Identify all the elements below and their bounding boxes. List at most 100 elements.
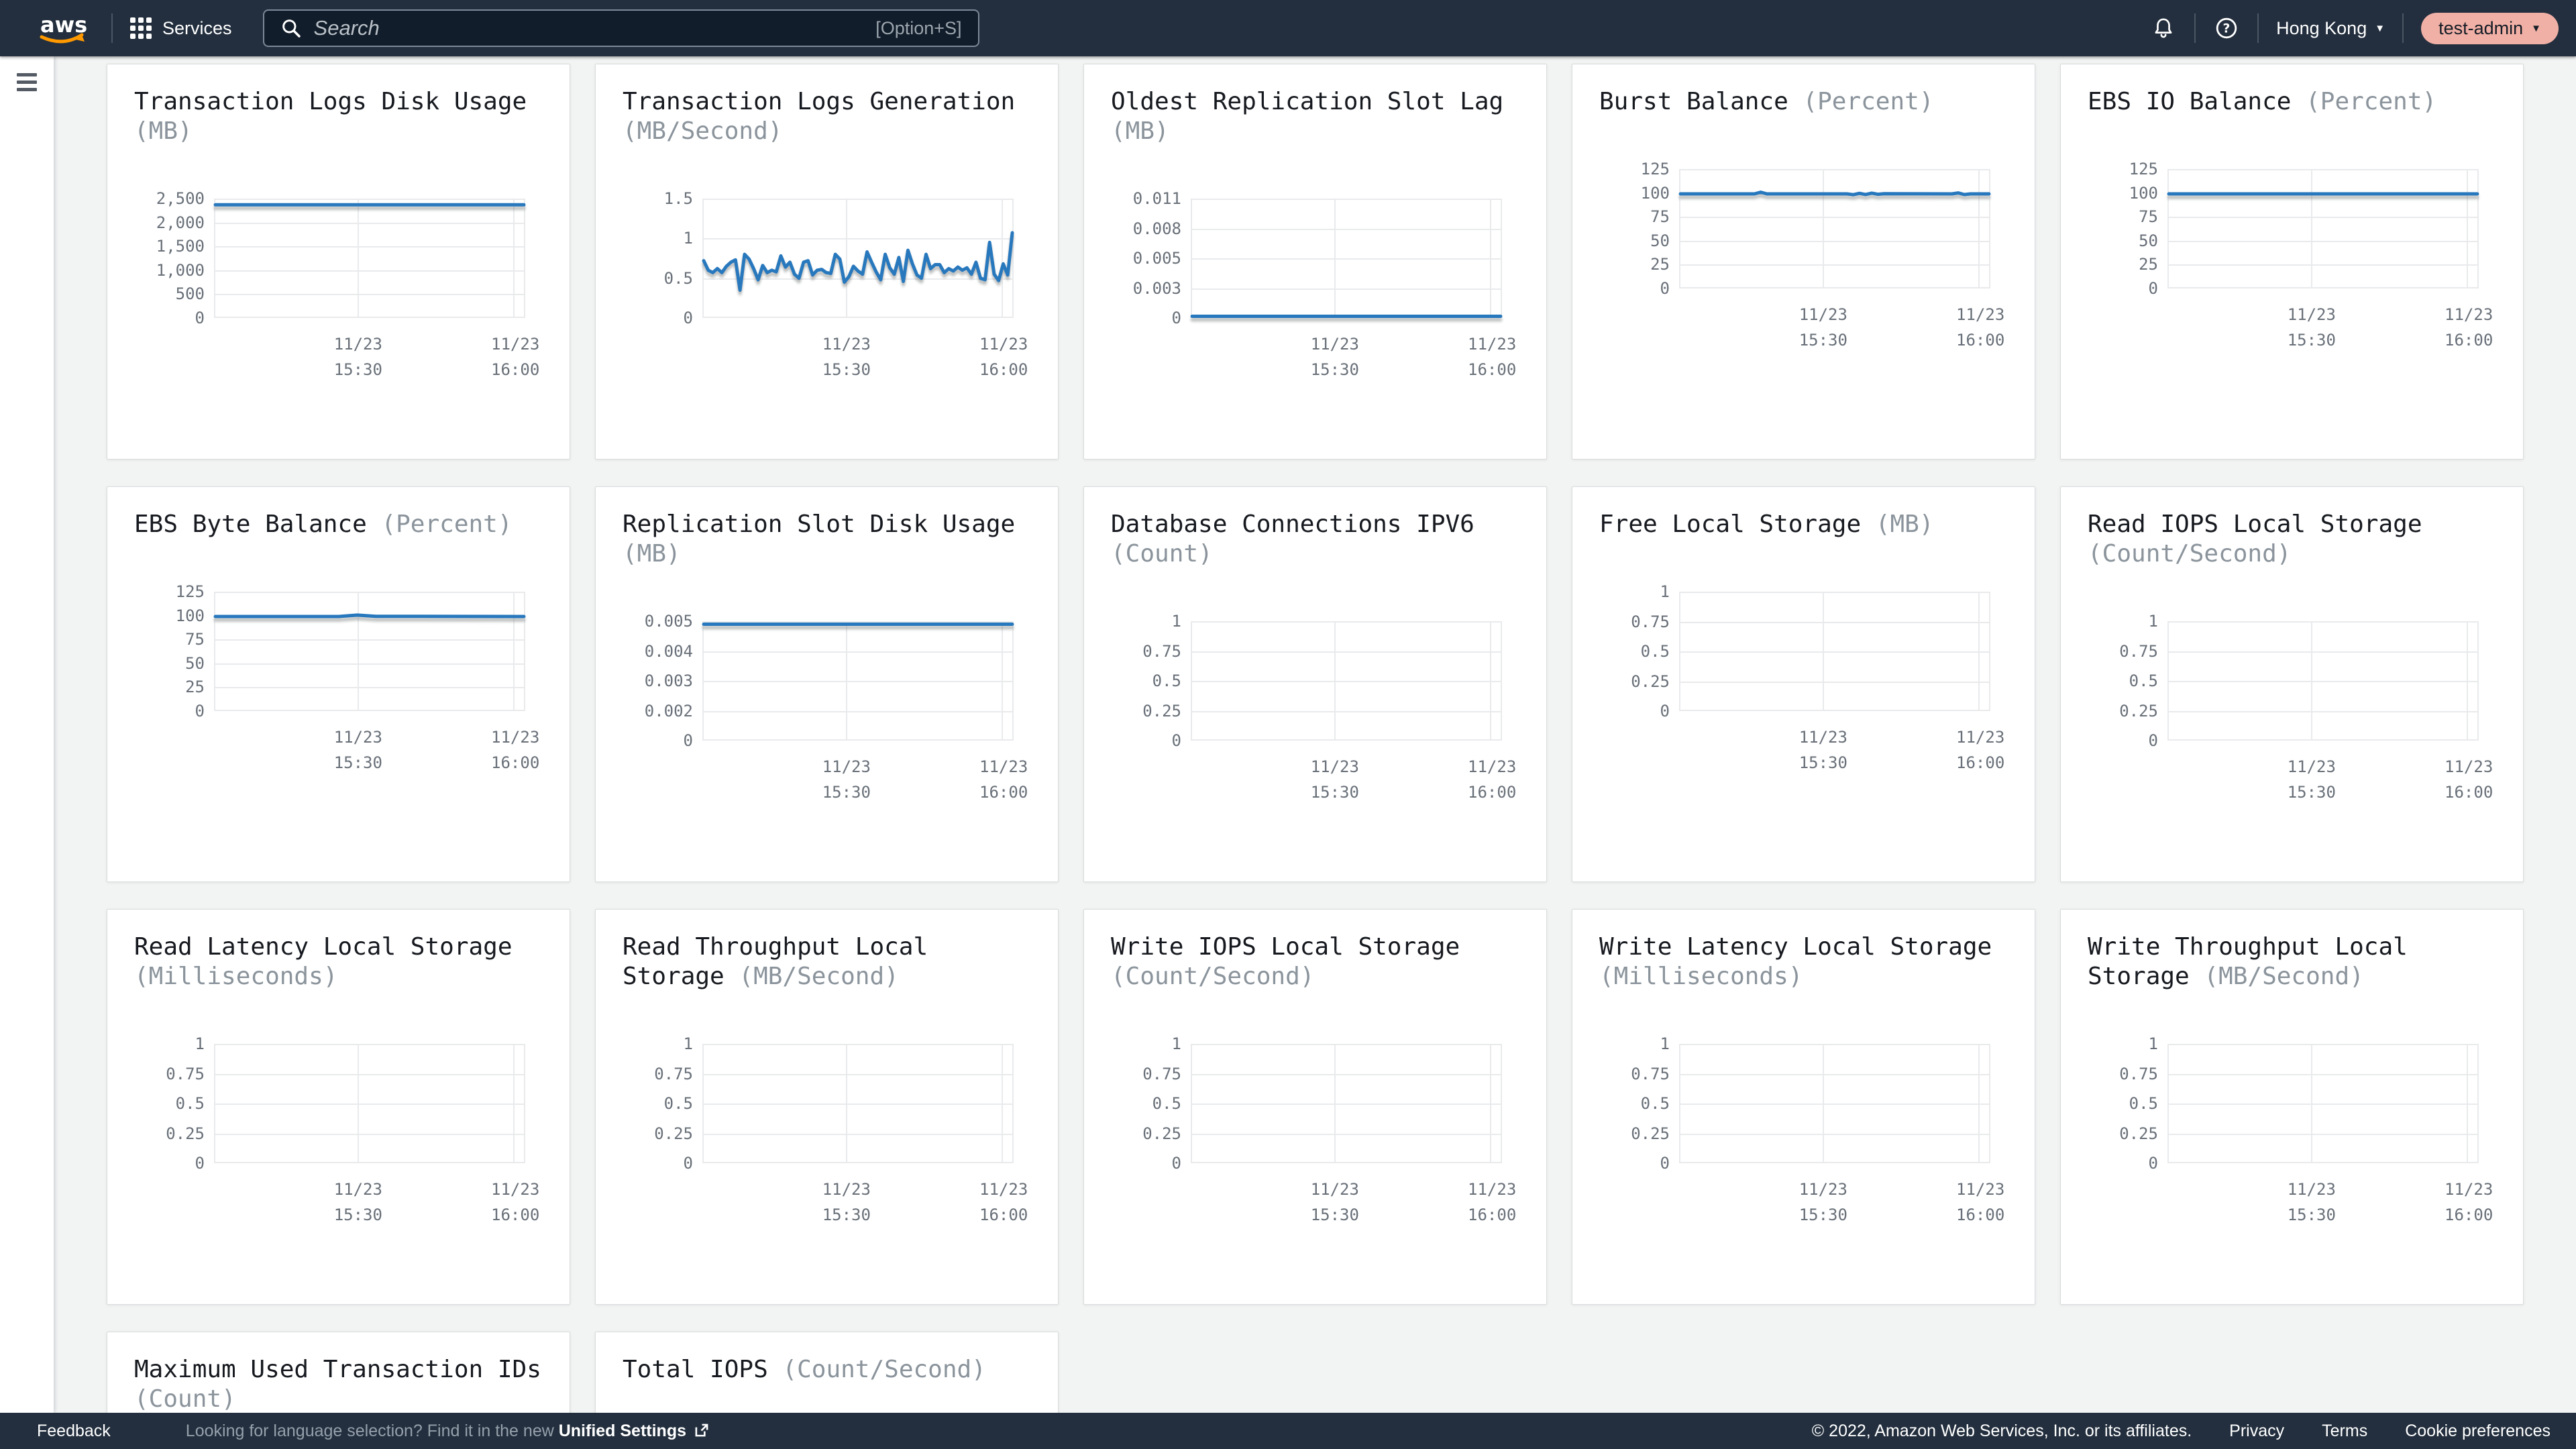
metric-card[interactable]: EBS IO Balance (Percent) 125 100 75 50 25 0 11/… <box>2060 64 2524 460</box>
metric-unit: (Milliseconds) <box>134 963 338 990</box>
y-tick-label: 0.008 <box>1132 219 1181 238</box>
metric-unit: (MB) <box>623 540 681 568</box>
chart: 0.011 0.008 0.005 0.003 0 11/23 15:30 11/23 16:0… <box>1111 189 1519 385</box>
notifications-button[interactable] <box>2150 15 2177 42</box>
x-tick-label: 11/23 16:00 <box>1956 1180 2005 1224</box>
x-tick-label: 11/23 15:30 <box>1799 728 1847 772</box>
x-tick-label: 11/23 16:00 <box>2445 1180 2493 1224</box>
feedback-link[interactable]: Feedback <box>37 1421 111 1440</box>
metric-card[interactable]: Read IOPS Local Storage (Count/Second) 1 0… <box>2060 486 2524 882</box>
metric-title: Write IOPS Local Storage (Count/Second) <box>1111 933 1460 990</box>
metric-card[interactable]: Maximum Used Transaction IDs (Count) <box>107 1332 570 1413</box>
metric-card[interactable]: EBS Byte Balance (Percent) 125 100 75 50 25 0 1… <box>107 486 570 882</box>
y-tick-label: 1 <box>2148 612 2158 631</box>
chart: 1 0.75 0.5 0.25 0 11/23 15:30 11/23 16:00 <box>1111 1034 1519 1230</box>
x-tick-label: 11/23 16:00 <box>1468 757 1517 802</box>
y-tick-label: 2,500 <box>156 189 205 208</box>
y-tick-label: 0.004 <box>644 641 693 661</box>
y-axis-labels: 1.5 1 0.5 0 <box>623 189 693 327</box>
unified-settings-link[interactable]: Unified Settings <box>558 1421 687 1440</box>
metric-unit: (Count/Second) <box>767 1356 986 1383</box>
y-tick-label: 0 <box>1171 731 1181 750</box>
chart: 1 0.75 0.5 0.25 0 11/23 15:30 11/23 16:00 <box>623 1034 1031 1230</box>
metric-card[interactable]: Oldest Replication Slot Lag (MB) 0.011 0.0… <box>1083 64 1547 460</box>
y-tick-label: 0.5 <box>1152 672 1181 690</box>
x-tick-label: 11/23 16:00 <box>491 335 540 379</box>
services-menu-button[interactable]: Services <box>130 17 232 39</box>
x-tick-label: 11/23 16:00 <box>1468 1180 1517 1224</box>
metric-unit: (Percent) <box>1788 88 1934 115</box>
metric-title: Burst Balance (Percent) <box>1599 88 1934 115</box>
metric-card[interactable]: Read Throughput Local Storage (MB/Second… <box>595 909 1059 1305</box>
y-tick-label: 100 <box>2129 183 2158 203</box>
y-tick-label: 0.25 <box>166 1124 205 1143</box>
x-tick-label: 11/23 16:00 <box>979 1180 1028 1224</box>
region-selector[interactable]: Hong Kong ▼ <box>2276 18 2385 39</box>
y-tick-label: 1,000 <box>156 260 205 280</box>
x-tick-label: 11/23 16:00 <box>979 335 1028 379</box>
bell-icon <box>2155 18 2172 38</box>
y-tick-label: 0.75 <box>166 1064 205 1083</box>
metric-title: EBS IO Balance (Percent) <box>2088 88 2437 115</box>
y-tick-label: 0 <box>195 1154 205 1173</box>
y-tick-label: 0 <box>195 702 205 720</box>
question-circle-icon: ? <box>2216 17 2237 39</box>
chart: 125 100 75 50 25 0 11/23 15:30 11/23 16:00 <box>2088 160 2496 356</box>
y-tick-label: 1 <box>1660 582 1670 601</box>
metrics-panel: Transaction Logs Disk Usage (MB) 2,500 2,0… <box>54 56 2576 1413</box>
y-axis-labels: 2,500 2,000 1,500 1,000 500 0 <box>134 189 205 327</box>
plot-area <box>1191 1044 1502 1163</box>
metric-card[interactable]: Free Local Storage (MB) 1 0.75 0.5 0.25 0 11/2… <box>1572 486 2035 882</box>
svg-text:aws: aws <box>40 12 87 38</box>
metric-unit: (MB/Second) <box>623 117 783 145</box>
metric-unit: (Count/Second) <box>1111 963 1315 990</box>
metric-unit: (Count) <box>134 1385 236 1413</box>
y-tick-label: 0 <box>1660 279 1670 298</box>
plot-area <box>702 1044 1014 1163</box>
y-tick-label: 0.25 <box>654 1124 693 1143</box>
nav-divider <box>2194 13 2196 43</box>
chart: 1 0.75 0.5 0.25 0 11/23 15:30 11/23 16:00 <box>134 1034 543 1230</box>
chart: 2,500 2,000 1,500 1,000 500 0 11/23 15:30 11/23 1… <box>134 189 543 385</box>
x-tick-label: 11/23 16:00 <box>491 1180 540 1224</box>
metric-card[interactable]: Read Latency Local Storage (Milliseconds… <box>107 909 570 1305</box>
y-tick-label: 0.003 <box>644 672 693 690</box>
help-button[interactable]: ? <box>2213 15 2240 42</box>
chart: 1 0.75 0.5 0.25 0 11/23 15:30 11/23 16:00 <box>1599 582 2008 778</box>
chart: 1 0.75 0.5 0.25 0 11/23 15:30 11/23 16:00 <box>1599 1034 2008 1230</box>
metric-card[interactable]: Transaction Logs Disk Usage (MB) 2,500 2,0… <box>107 64 570 460</box>
metric-card[interactable]: Replication Slot Disk Usage (MB) 0.005 0.0… <box>595 486 1059 882</box>
privacy-link[interactable]: Privacy <box>2229 1421 2285 1440</box>
chart: 1 0.75 0.5 0.25 0 11/23 15:30 11/23 16:00 <box>2088 612 2496 808</box>
plot-area <box>2167 169 2479 288</box>
x-tick-label: 11/23 16:00 <box>2445 757 2493 802</box>
y-tick-label: 75 <box>2139 207 2158 227</box>
metric-card[interactable]: Total IOPS (Count/Second) <box>595 1332 1059 1413</box>
y-tick-label: 0.5 <box>175 1094 205 1113</box>
plot-area <box>1679 592 1990 711</box>
cookie-preferences-link[interactable]: Cookie preferences <box>2405 1421 2551 1440</box>
account-menu-button[interactable]: test-admin ▼ <box>2421 12 2559 44</box>
plot-area <box>2167 621 2479 741</box>
aws-logo[interactable]: aws <box>36 9 94 47</box>
x-tick-label: 11/23 15:30 <box>333 728 382 772</box>
metric-title: Write Throughput Local Storage (MB/Secon… <box>2088 933 2408 990</box>
metric-card[interactable]: Write Throughput Local Storage (MB/Secon… <box>2060 909 2524 1305</box>
metric-card[interactable]: Burst Balance (Percent) 125 100 75 50 25 0 11/2… <box>1572 64 2035 460</box>
y-tick-label: 0.25 <box>1631 1124 1670 1143</box>
y-axis-labels: 1 0.75 0.5 0.25 0 <box>1111 1034 1181 1173</box>
terms-link[interactable]: Terms <box>2322 1421 2368 1440</box>
x-axis-labels: 11/23 15:30 11/23 16:00 <box>2167 1177 2493 1230</box>
search-input[interactable]: Search [Option+S] <box>262 9 979 47</box>
navbar-right: ? Hong Kong ▼ test-admin ▼ <box>2150 12 2559 44</box>
y-tick-label: 1 <box>2148 1034 2158 1053</box>
y-tick-label: 0 <box>1171 1154 1181 1173</box>
metric-card[interactable]: Transaction Logs Generation (MB/Second) 1… <box>595 64 1059 460</box>
metric-card[interactable]: Write IOPS Local Storage (Count/Second) 1… <box>1083 909 1547 1305</box>
account-label: test-admin <box>2438 17 2524 38</box>
metric-card[interactable]: Write Latency Local Storage (Millisecond… <box>1572 909 2035 1305</box>
metric-unit: (MB) <box>134 117 193 145</box>
metric-card[interactable]: Database Connections IPV6 (Count) 1 0.75 0.… <box>1083 486 1547 882</box>
x-axis-labels: 11/23 15:30 11/23 16:00 <box>2167 754 2493 808</box>
hamburger-menu-icon[interactable] <box>17 73 37 91</box>
